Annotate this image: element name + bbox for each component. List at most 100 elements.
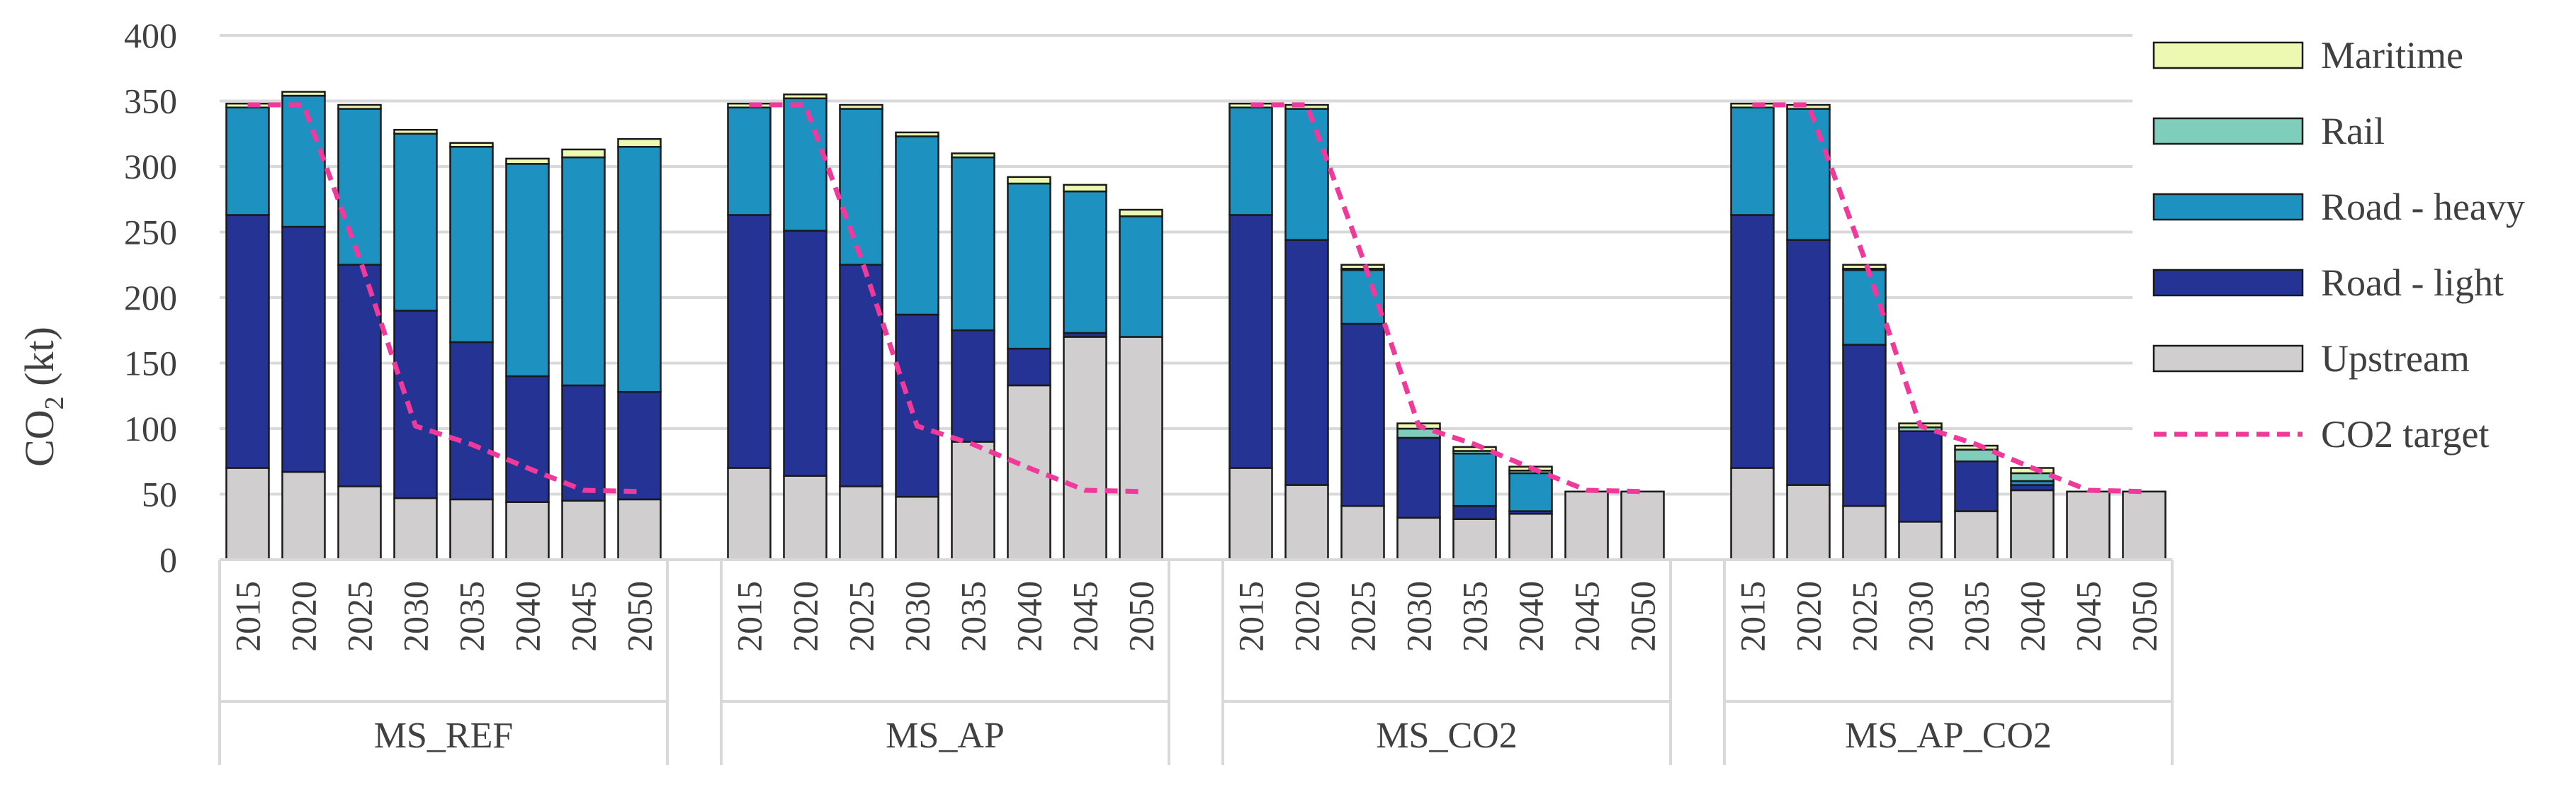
- bar-segment-road-light: [1340, 322, 1385, 507]
- bar-segment-road-light: [1898, 430, 1943, 523]
- x-tick-label: 2015: [1733, 581, 1773, 652]
- legend-swatch-road-heavy: [2152, 193, 2304, 221]
- bar-segment-road-light: [1786, 239, 1831, 486]
- bar-segment-maritime: [839, 103, 883, 110]
- co2-target-line: [1250, 102, 1643, 495]
- bar-segment-road-light: [617, 390, 662, 501]
- legend-swatch-rail: [2152, 117, 2304, 145]
- x-tick-label: 2035: [1957, 581, 1996, 652]
- x-tick-label: 2050: [1623, 581, 1663, 652]
- x-tick-label: 2025: [842, 581, 881, 652]
- bar-segment-road-heavy: [617, 146, 662, 393]
- bar-segment-upstream: [1786, 484, 1831, 561]
- co2-target-line: [1752, 102, 2145, 495]
- x-tick-label: 2045: [564, 581, 604, 652]
- x-tick-label: 2040: [508, 581, 548, 652]
- bar-segment-road-light: [895, 313, 939, 498]
- x-tick-label: 2050: [620, 581, 660, 652]
- bar-segment-road-heavy: [727, 106, 772, 216]
- bar-segment-upstream: [1564, 490, 1609, 561]
- bar-stacks: [225, 91, 2167, 561]
- bar-segment-upstream: [1452, 518, 1497, 561]
- bar-segment-maritime: [1786, 103, 1831, 110]
- bar-segment-road-heavy: [1063, 190, 1107, 334]
- bar-segment-maritime: [281, 91, 326, 97]
- bar-segment-maritime: [1284, 103, 1329, 110]
- bar-segment-road-light: [505, 375, 550, 503]
- bar-segment-upstream: [1954, 510, 1999, 561]
- bar-segment-upstream: [1119, 336, 1163, 561]
- x-tick-label: 2050: [1122, 581, 1161, 652]
- bar-segment-upstream: [951, 441, 995, 561]
- bar-segment-upstream: [393, 497, 438, 561]
- bar-segment-upstream: [281, 470, 326, 561]
- x-tick-label: 2015: [730, 581, 769, 652]
- legend: Maritime Rail Road - heavy Road - light Upst…: [2152, 34, 2525, 456]
- bar-segment-upstream: [1228, 467, 1273, 561]
- x-tick-label: 2035: [452, 581, 492, 652]
- bar-segment-maritime: [1007, 176, 1051, 185]
- bar-segment-upstream: [617, 498, 662, 561]
- bar-segment-maritime: [1452, 446, 1497, 452]
- bar-segment-upstream: [1396, 516, 1441, 561]
- bar-segment-road-light: [1954, 461, 1999, 512]
- legend-label: Rail: [2321, 110, 2385, 152]
- bar-segment-road-heavy: [783, 97, 827, 232]
- bar-segment-upstream: [2010, 489, 2055, 561]
- x-tick-label: 2025: [340, 581, 380, 652]
- x-tick-label: 2030: [1399, 581, 1439, 652]
- x-tick-label: 2025: [1845, 581, 1885, 652]
- bar-segment-upstream: [2066, 490, 2111, 561]
- bar-segment-maritime: [337, 103, 382, 110]
- bar-segment-upstream: [727, 467, 772, 561]
- bar-segment-road-heavy: [1730, 106, 1775, 216]
- y-tick-label: 200: [124, 278, 177, 317]
- bar-segment-road-heavy: [281, 94, 326, 228]
- bar-segment-road-light: [561, 384, 606, 502]
- bar-segment-road-heavy: [225, 106, 270, 216]
- legend-label: Road - heavy: [2321, 186, 2525, 228]
- bar-segment-upstream: [1730, 467, 1775, 561]
- legend-label: CO2 target: [2321, 413, 2489, 456]
- group-label: MS_REF: [374, 716, 514, 756]
- x-tick-label: 2020: [1789, 581, 1829, 652]
- bar-segment-upstream: [1842, 504, 1887, 561]
- bar-segment-road-heavy: [1340, 269, 1385, 325]
- bar-segment-upstream: [783, 475, 827, 561]
- bar-segment-road-heavy: [1508, 472, 1553, 512]
- x-tick-label: 2040: [1511, 581, 1551, 652]
- bar-segment-maritime: [617, 137, 662, 148]
- y-tick-label: 0: [159, 540, 177, 580]
- bar-segment-road-heavy: [1786, 108, 1831, 241]
- bar-segment-road-light: [393, 310, 438, 499]
- y-tick-label: 250: [124, 213, 177, 252]
- bar-segment-road-light: [727, 214, 772, 469]
- bar-segment-road-heavy: [505, 163, 550, 378]
- x-tick-label: 2030: [1901, 581, 1941, 652]
- y-axis-label: CO2 (kt): [16, 327, 69, 467]
- y-axis: 0 50 100 150 200 250 300 350 400: [124, 16, 177, 580]
- bar-segment-maritime: [1063, 183, 1107, 193]
- bar-segment-road-heavy: [1007, 182, 1051, 350]
- bar-segment-road-heavy: [1228, 106, 1273, 216]
- target-lines: [247, 102, 2145, 495]
- x-tick-label: 2035: [954, 581, 993, 652]
- bar-segment-maritime: [393, 128, 438, 135]
- bar-segment-upstream: [337, 485, 382, 561]
- y-tick-label: 50: [142, 475, 177, 514]
- legend-swatch-road-light: [2152, 269, 2304, 297]
- legend-label: Upstream: [2321, 337, 2470, 380]
- x-tick-label: 2025: [1343, 581, 1383, 652]
- bar-segment-road-light: [1396, 436, 1441, 519]
- x-tick-label: 2030: [898, 581, 937, 652]
- bar-segment-road-light: [839, 264, 883, 487]
- bar-segment-road-light: [783, 230, 827, 477]
- x-tick-label: 2045: [1066, 581, 1105, 652]
- x-tick-label: 2035: [1455, 581, 1495, 652]
- y-tick-label: 100: [124, 409, 177, 448]
- bar-segment-road-light: [1007, 347, 1051, 387]
- bar-segment-maritime: [505, 157, 550, 165]
- bar-segment-road-light: [225, 214, 270, 469]
- bar-segment-road-heavy: [951, 156, 995, 332]
- y-axis-label-unit: (kt): [16, 327, 62, 396]
